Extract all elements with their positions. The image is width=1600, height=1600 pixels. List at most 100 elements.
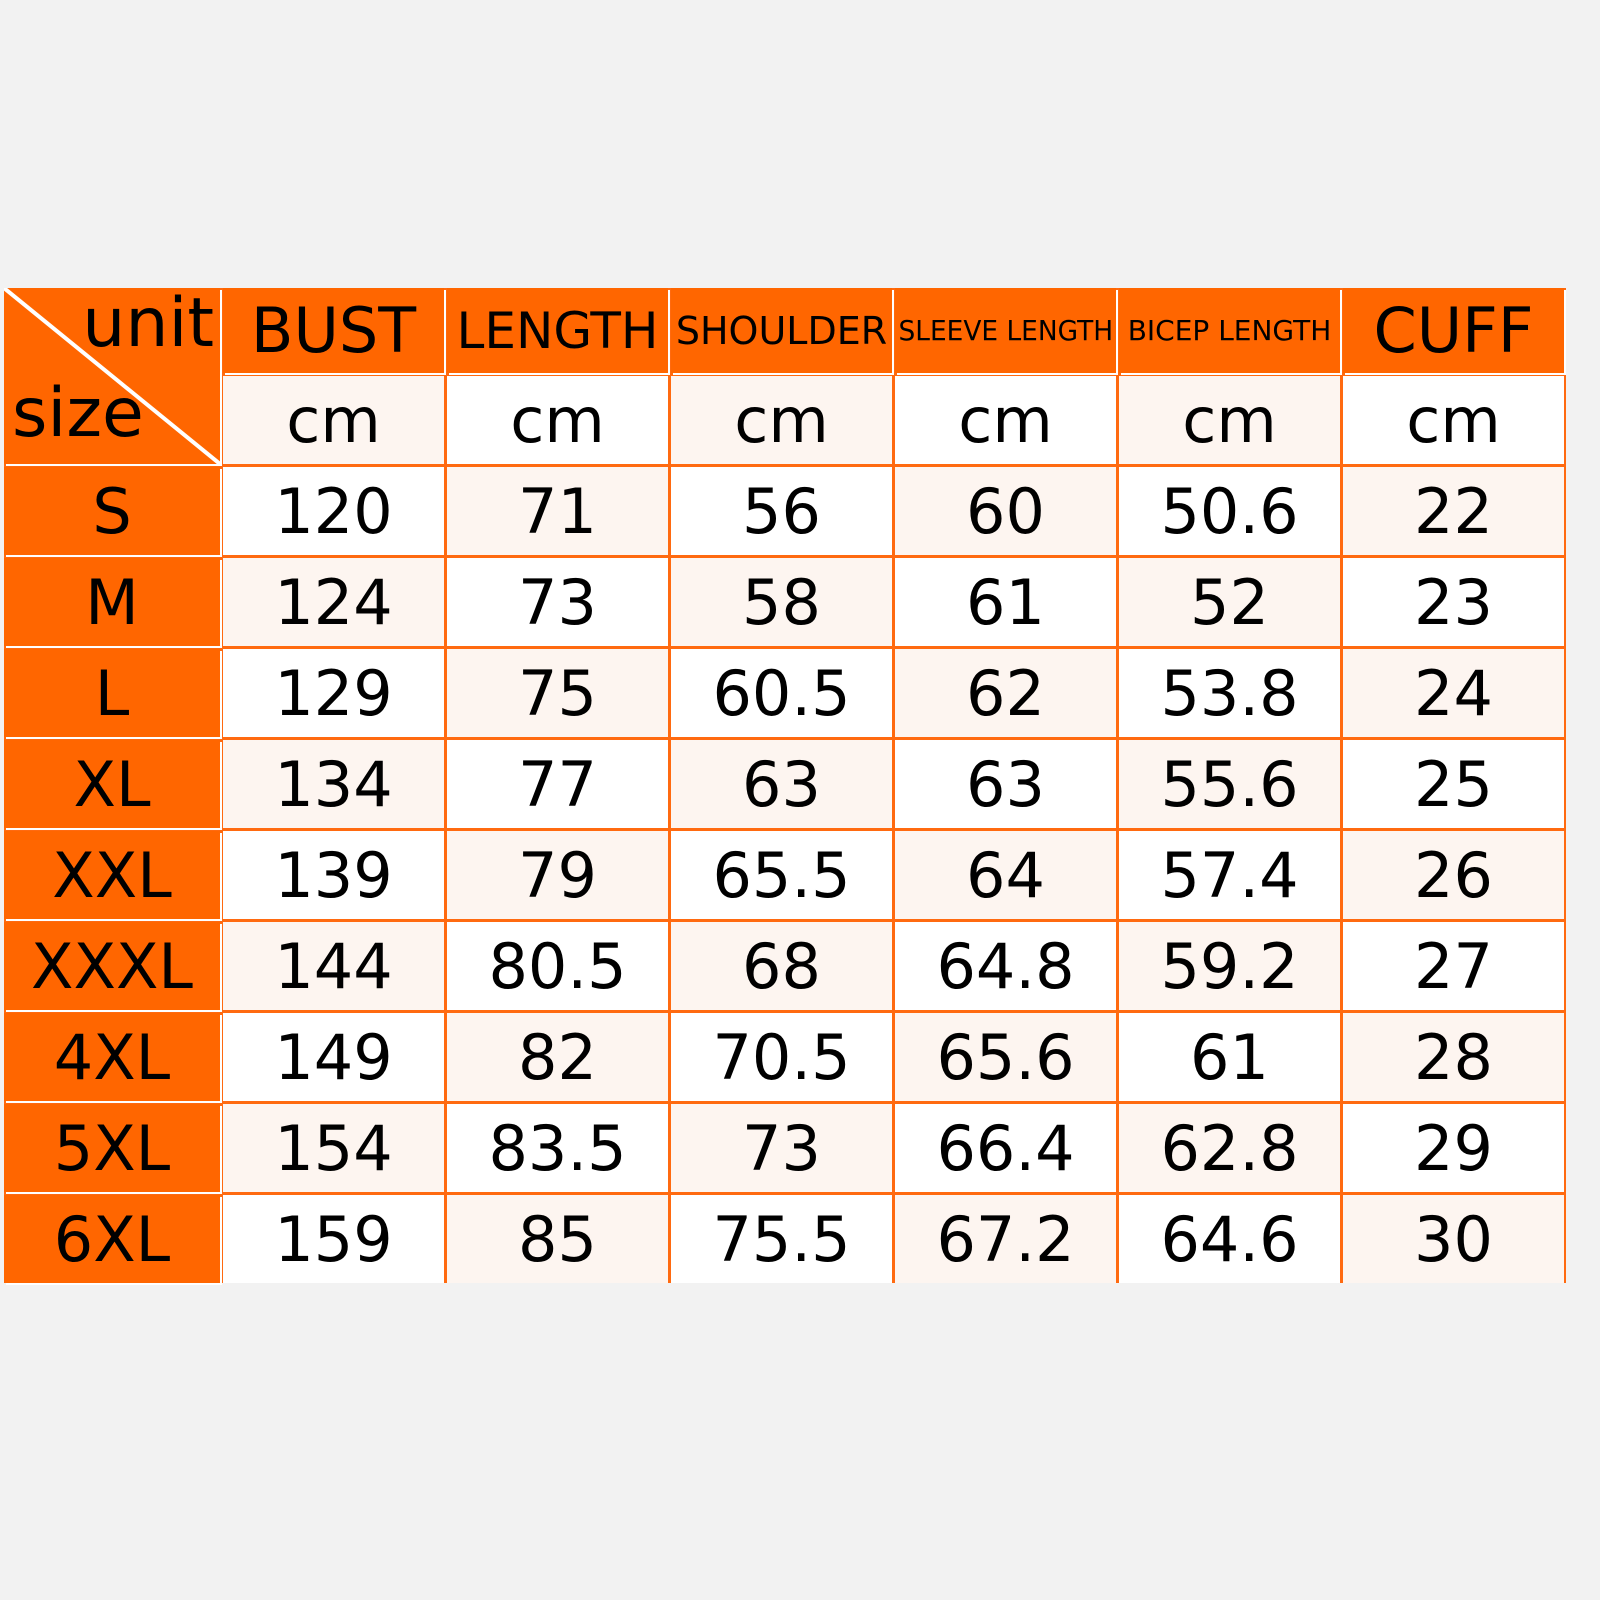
value-cell-text: 56 — [742, 474, 821, 548]
value-cell: 75 — [447, 649, 668, 737]
value-cell: 149 — [223, 1013, 444, 1101]
value-cell: 57.4 — [1119, 831, 1340, 919]
value-cell-text: 25 — [1414, 747, 1493, 821]
value-cell-text: 159 — [274, 1202, 393, 1276]
value-cell: 22 — [1343, 467, 1564, 555]
value-cell: 61 — [895, 558, 1116, 646]
size-cell-text: XL — [73, 747, 151, 821]
value-cell-text: 64.6 — [1160, 1202, 1299, 1276]
unit-cell-text: cm — [1406, 383, 1501, 457]
value-cell-text: 63 — [966, 747, 1045, 821]
value-cell: 64.6 — [1119, 1195, 1340, 1283]
value-cell-text: 61 — [966, 565, 1045, 639]
value-cell: 67.2 — [895, 1195, 1116, 1283]
value-cell: 75.5 — [671, 1195, 892, 1283]
value-cell: 83.5 — [447, 1104, 668, 1192]
value-cell-text: 77 — [518, 747, 597, 821]
column-header: CUFF — [1343, 288, 1564, 373]
value-cell-text: 73 — [518, 565, 597, 639]
value-cell: 63 — [671, 740, 892, 828]
size-cell: 6XL — [4, 1195, 220, 1283]
size-cell-text: 4XL — [53, 1020, 171, 1094]
value-cell: 77 — [447, 740, 668, 828]
value-cell-text: 53.8 — [1160, 656, 1299, 730]
value-cell: 64.8 — [895, 922, 1116, 1010]
unit-cell-text: cm — [286, 383, 381, 457]
value-cell: 64 — [895, 831, 1116, 919]
value-cell-text: 62 — [966, 656, 1045, 730]
value-cell-text: 64 — [966, 838, 1045, 912]
value-cell-text: 22 — [1414, 474, 1493, 548]
value-cell: 25 — [1343, 740, 1564, 828]
value-cell: 63 — [895, 740, 1116, 828]
value-cell: 159 — [223, 1195, 444, 1283]
value-cell: 29 — [1343, 1104, 1564, 1192]
value-cell-text: 79 — [518, 838, 597, 912]
value-cell-text: 64.8 — [936, 929, 1075, 1003]
value-cell-text: 60.5 — [712, 656, 851, 730]
value-cell: 66.4 — [895, 1104, 1116, 1192]
value-cell-text: 139 — [274, 838, 393, 912]
value-cell: 23 — [1343, 558, 1564, 646]
value-cell-text: 55.6 — [1160, 747, 1299, 821]
size-cell: XL — [4, 740, 220, 828]
value-cell-text: 23 — [1414, 565, 1493, 639]
size-cell-text: 5XL — [53, 1111, 171, 1185]
column-header-text: SLEEVE LENGTH — [898, 314, 1113, 347]
value-cell: 28 — [1343, 1013, 1564, 1101]
column-header-text: CUFF — [1373, 294, 1534, 367]
value-cell-text: 75 — [518, 656, 597, 730]
value-cell: 129 — [223, 649, 444, 737]
size-chart-table: unit size BUST LENGTH SHOULDER SLEEVE LENGT… — [4, 284, 1566, 1283]
column-header: BICEP LENGTH — [1119, 288, 1340, 373]
size-label: size — [12, 374, 144, 453]
value-cell: 71 — [447, 467, 668, 555]
value-cell: 68 — [671, 922, 892, 1010]
value-cell-text: 80.5 — [488, 929, 627, 1003]
size-cell-text: XXXL — [31, 929, 193, 1003]
value-cell-text: 24 — [1414, 656, 1493, 730]
unit-cell: cm — [1119, 376, 1340, 464]
value-cell: 27 — [1343, 922, 1564, 1010]
value-cell-text: 60 — [966, 474, 1045, 548]
unit-cell-text: cm — [958, 383, 1053, 457]
value-cell: 65.5 — [671, 831, 892, 919]
value-cell-text: 58 — [742, 565, 821, 639]
value-cell-text: 30 — [1414, 1202, 1493, 1276]
column-header: SHOULDER — [671, 288, 892, 373]
unit-cell: cm — [895, 376, 1116, 464]
value-cell-text: 50.6 — [1160, 474, 1299, 548]
value-cell: 80.5 — [447, 922, 668, 1010]
value-cell-text: 85 — [518, 1202, 597, 1276]
value-cell: 120 — [223, 467, 444, 555]
value-cell: 73 — [447, 558, 668, 646]
value-cell: 55.6 — [1119, 740, 1340, 828]
value-cell: 26 — [1343, 831, 1564, 919]
corner-header-cell: unit size — [4, 284, 220, 464]
size-cell: 4XL — [4, 1013, 220, 1101]
value-cell: 154 — [223, 1104, 444, 1192]
value-cell: 144 — [223, 922, 444, 1010]
unit-cell-text: cm — [734, 383, 829, 457]
value-cell: 134 — [223, 740, 444, 828]
value-cell: 62.8 — [1119, 1104, 1340, 1192]
size-cell: XXXL — [4, 922, 220, 1010]
column-header: BUST — [223, 288, 444, 373]
size-cell: XXL — [4, 831, 220, 919]
size-cell-text: 6XL — [53, 1202, 171, 1276]
size-cell: M — [4, 558, 220, 646]
value-cell-text: 124 — [274, 565, 393, 639]
value-cell: 124 — [223, 558, 444, 646]
value-cell: 73 — [671, 1104, 892, 1192]
value-cell: 60 — [895, 467, 1116, 555]
value-cell-text: 26 — [1414, 838, 1493, 912]
unit-cell: cm — [1343, 376, 1564, 464]
value-cell: 52 — [1119, 558, 1340, 646]
value-cell: 53.8 — [1119, 649, 1340, 737]
value-cell: 60.5 — [671, 649, 892, 737]
value-cell-text: 65.5 — [712, 838, 851, 912]
value-cell: 79 — [447, 831, 668, 919]
size-cell: 5XL — [4, 1104, 220, 1192]
value-cell: 85 — [447, 1195, 668, 1283]
value-cell-text: 129 — [274, 656, 393, 730]
